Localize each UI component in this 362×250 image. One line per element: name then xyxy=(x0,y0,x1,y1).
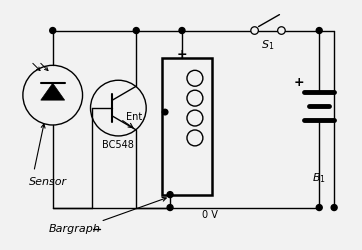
Circle shape xyxy=(316,28,322,34)
Text: Sensor: Sensor xyxy=(29,177,67,187)
Text: Bargraph: Bargraph xyxy=(49,224,101,234)
Circle shape xyxy=(179,28,185,34)
Text: $S_1$: $S_1$ xyxy=(261,38,274,52)
Circle shape xyxy=(316,204,322,210)
Text: +: + xyxy=(177,48,187,61)
Text: Ent.: Ent. xyxy=(126,112,145,122)
Text: 0 V: 0 V xyxy=(202,210,218,220)
Circle shape xyxy=(162,109,168,115)
Circle shape xyxy=(167,204,173,210)
Bar xyxy=(162,58,212,194)
Circle shape xyxy=(331,204,337,210)
Polygon shape xyxy=(41,83,65,100)
Text: $B_1$: $B_1$ xyxy=(312,171,326,184)
Circle shape xyxy=(133,28,139,34)
Circle shape xyxy=(278,27,285,34)
Circle shape xyxy=(251,27,258,34)
Circle shape xyxy=(23,65,83,125)
Circle shape xyxy=(90,80,146,136)
Text: BC548: BC548 xyxy=(102,140,134,150)
Circle shape xyxy=(50,28,56,34)
Text: +: + xyxy=(294,76,305,89)
Circle shape xyxy=(167,192,173,198)
